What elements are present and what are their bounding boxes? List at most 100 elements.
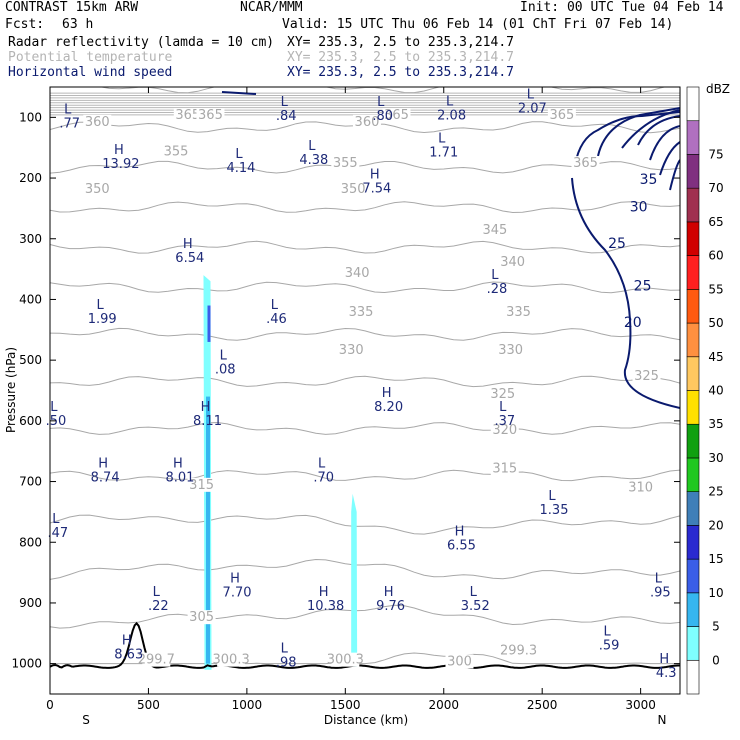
high-marker: H (114, 143, 124, 158)
colorbar-label: 30 (708, 451, 723, 465)
theta-label-bg (496, 343, 525, 358)
low-marker: L (52, 512, 60, 527)
theta-label-bg (347, 304, 376, 319)
theta-label-bg (626, 480, 655, 495)
x-tick-label: 2000 (428, 698, 459, 712)
y-tick-label: 300 (19, 232, 42, 246)
theta-label: 365 (198, 108, 223, 123)
y-tick-label: 600 (19, 414, 42, 428)
colorbar-label: 10 (708, 586, 723, 600)
extremum-value: 6.55 (447, 538, 476, 553)
theta-label-bg (217, 652, 246, 667)
theta-label-bg (480, 222, 509, 237)
init-time: Init: 00 UTC Tue 04 Feb 14 (520, 0, 724, 15)
field-theta-name: Potential temperature (8, 50, 173, 65)
theta-label: 350 (341, 182, 366, 197)
theta-isoline (50, 281, 680, 294)
theta-label-bg (142, 652, 171, 667)
low-marker: L (470, 585, 478, 600)
wind-label: 30 (630, 199, 648, 215)
extremum-value: 8.74 (91, 470, 120, 485)
y-tick-label: 400 (19, 292, 42, 306)
colorbar-bin (686, 221, 700, 256)
valid-time: Valid: 15 UTC Thu 06 Feb 14 (01 ChT Fri … (282, 17, 674, 32)
x-tick-label: 1000 (232, 698, 263, 712)
theta-label: 360 (355, 115, 380, 130)
extremum-value: 4.38 (299, 153, 328, 168)
theta-label-bg (337, 343, 366, 358)
field-wind-xy: XY= 235.3, 2.5 to 235.3,214.7 (287, 65, 514, 80)
theta-label: 335 (349, 305, 374, 320)
theta-label: 315 (189, 478, 214, 493)
colorbar-label: 65 (708, 215, 723, 229)
high-marker: H (173, 456, 183, 471)
low-marker: L (527, 87, 535, 102)
colorbar-label: 15 (708, 552, 723, 566)
theta-label-bg (504, 304, 533, 319)
colorbar-bin (686, 525, 700, 560)
theta-isoline (50, 604, 680, 629)
low-marker: L (64, 102, 72, 117)
theta-label: 330 (498, 343, 523, 358)
colorbar-bin (686, 423, 700, 459)
wind-isotach (659, 141, 680, 176)
theta-isoline (50, 201, 680, 214)
terrain-surface (50, 621, 680, 669)
theta-label-bg (352, 114, 381, 129)
low-marker: L (446, 95, 454, 110)
low-marker: L (153, 585, 161, 600)
theta-isoline (50, 240, 680, 254)
theta-label-bg (382, 108, 411, 123)
extremum-value: 4.3 (656, 666, 677, 681)
colorbar-bin (686, 626, 700, 661)
colorbar-label: 5 (712, 620, 720, 634)
low-marker: L (491, 268, 499, 283)
extremum-value: .47 (48, 526, 69, 541)
extremum-value: 2.07 (518, 101, 547, 116)
extremum-value: 10.38 (307, 599, 344, 614)
theta-label-bg (488, 386, 517, 401)
theta-label-bg (331, 652, 360, 667)
high-marker: H (98, 456, 108, 471)
extremum-value: .28 (487, 282, 508, 297)
y-tick-label: 700 (19, 475, 42, 489)
theta-label: 340 (345, 266, 370, 281)
colorbar: 0 5 10 15 20 25 30 35 40 45 50 55 60 65 70 75 dBZ (686, 82, 730, 695)
colorbar-bin (686, 491, 700, 526)
extremum-value: 6.54 (175, 251, 204, 266)
colorbar-bin (686, 154, 700, 189)
high-marker: H (384, 585, 394, 600)
colorbar-bin (686, 356, 700, 391)
low-marker: L (308, 139, 316, 154)
theta-label: 365 (573, 156, 598, 171)
colorbar-label: 45 (708, 350, 723, 364)
theta-label-bg (196, 108, 225, 123)
theta-label: 330 (339, 343, 364, 358)
colorbar-label: 70 (708, 181, 723, 195)
reflectivity-core (206, 396, 210, 664)
colorbar-bin (686, 322, 700, 358)
field-wind-name: Horizontal wind speed (8, 65, 173, 80)
field-theta-xy: XY= 235.3, 2.5 to 235.3,214.7 (287, 50, 514, 65)
low-marker: L (377, 95, 385, 110)
high-marker: H (183, 237, 193, 252)
extremum-value: 1.99 (88, 312, 117, 327)
y-tick-label: 200 (19, 171, 42, 185)
theta-label-bg (445, 654, 474, 669)
colorbar-bin (686, 592, 700, 627)
extremum-value: .08 (215, 362, 236, 377)
theta-label: 355 (333, 156, 358, 171)
colorbar-unit: dBZ (706, 82, 730, 96)
theta-label-bg (187, 477, 216, 492)
theta-label: 350 (85, 182, 110, 197)
reflectivity-cells (203, 275, 358, 670)
theta-label: 299.7 (138, 653, 175, 668)
extremum-value: .80 (372, 109, 393, 124)
theta-label: 315 (492, 461, 517, 476)
theta-label-bg (339, 182, 368, 197)
extremum-value: 8.11 (193, 414, 222, 429)
wind-label: 25 (608, 236, 626, 252)
high-marker: H (122, 634, 132, 649)
theta-label-bg (547, 108, 576, 123)
